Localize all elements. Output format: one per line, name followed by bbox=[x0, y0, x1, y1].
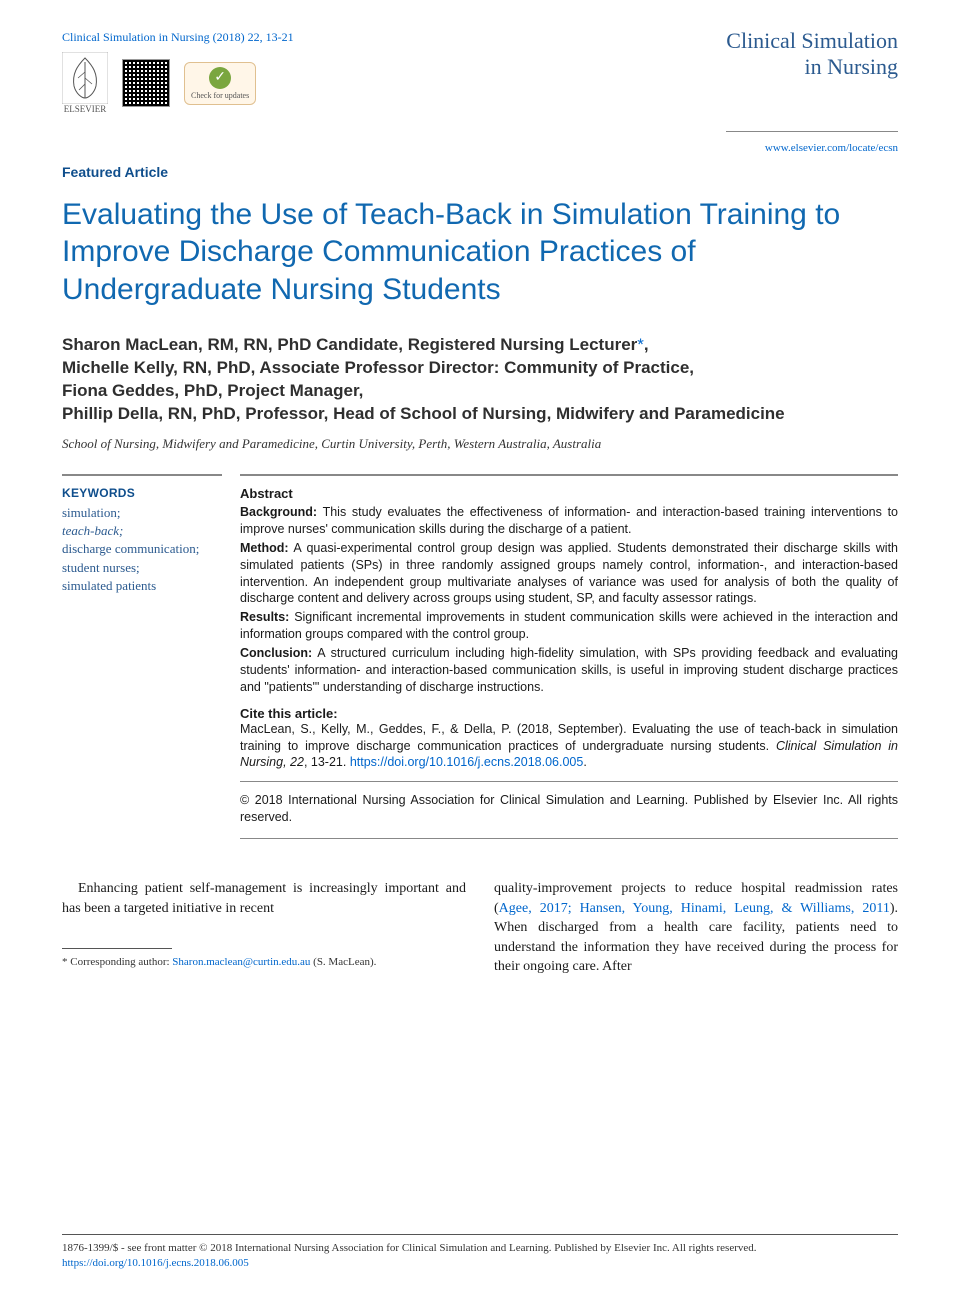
abstract-conclusion: Conclusion: A structured curriculum incl… bbox=[240, 645, 898, 696]
checkmark-icon: ✓ bbox=[209, 67, 231, 89]
keywords-column: KEYWORDS simulation; teach-back; dischar… bbox=[62, 474, 222, 839]
background-label: Background: bbox=[240, 505, 317, 519]
journal-name-line2: in Nursing bbox=[805, 54, 899, 79]
background-text: This study evaluates the effectiveness o… bbox=[240, 505, 898, 536]
corresponding-star[interactable]: * bbox=[637, 335, 644, 354]
author-4: Phillip Della, RN, PhD, Professor, Head … bbox=[62, 404, 785, 423]
reference-link[interactable]: Agee, 2017; Hansen, Young, Hinami, Leung… bbox=[499, 901, 890, 916]
abstract-wrap: KEYWORDS simulation; teach-back; dischar… bbox=[62, 474, 898, 839]
copyright-text: © 2018 International Nursing Association… bbox=[240, 792, 898, 826]
cite-heading: Cite this article: bbox=[240, 706, 898, 721]
cite-body: MacLean, S., Kelly, M., Geddes, F., & De… bbox=[240, 721, 898, 772]
keyword-text: discharge communication; bbox=[62, 540, 199, 558]
journal-name: Clinical Simulation in Nursing bbox=[726, 28, 898, 81]
body-para-1: Enhancing patient self-management is inc… bbox=[62, 879, 466, 918]
keyword-item: discharge communication; bbox=[62, 540, 222, 558]
keyword-item: simulated patients bbox=[62, 577, 222, 595]
qr-code-icon[interactable] bbox=[122, 59, 170, 107]
corresponding-email-link[interactable]: Sharon.maclean@curtin.edu.au bbox=[172, 956, 310, 968]
keyword-item: student nurses; bbox=[62, 559, 222, 577]
conclusion-label: Conclusion: bbox=[240, 646, 312, 660]
journal-name-line1: Clinical Simulation bbox=[726, 28, 898, 53]
keyword-item: simulation; bbox=[62, 504, 222, 522]
affiliation: School of Nursing, Midwifery and Paramed… bbox=[62, 436, 898, 452]
elsevier-logo[interactable]: ELSEVIER bbox=[62, 52, 108, 114]
tree-icon bbox=[62, 52, 108, 104]
conclusion-text: A structured curriculum including high-f… bbox=[240, 646, 898, 694]
header-left: Clinical Simulation in Nursing (2018) 22… bbox=[62, 28, 294, 132]
cite-pages: , 13-21. bbox=[304, 755, 350, 769]
citation-link[interactable]: Clinical Simulation in Nursing (2018) 22… bbox=[62, 30, 294, 44]
logo-row: ELSEVIER ✓ Check for updates bbox=[62, 52, 294, 114]
footer-copyright: 1876-1399/$ - see front matter © 2018 In… bbox=[62, 1241, 898, 1255]
footnote-pre: Corresponding author: bbox=[68, 956, 173, 968]
journal-box: Clinical Simulation in Nursing www.elsev… bbox=[726, 28, 898, 154]
keywords-heading: KEYWORDS bbox=[62, 486, 222, 500]
abstract-inner-divider bbox=[240, 781, 898, 782]
corresponding-footnote: * Corresponding author: Sharon.maclean@c… bbox=[62, 955, 466, 970]
author-2: Michelle Kelly, RN, PhD, Associate Profe… bbox=[62, 358, 694, 377]
method-label: Method: bbox=[240, 541, 289, 555]
featured-label: Featured Article bbox=[62, 164, 898, 180]
header-row: Clinical Simulation in Nursing (2018) 22… bbox=[62, 28, 898, 154]
abstract-column: Abstract Background: This study evaluate… bbox=[240, 474, 898, 839]
article-title: Evaluating the Use of Teach-Back in Simu… bbox=[62, 196, 898, 309]
body-col-left: Enhancing patient self-management is inc… bbox=[62, 879, 466, 977]
authors-block: Sharon MacLean, RM, RN, PhD Candidate, R… bbox=[62, 334, 898, 426]
body-columns: Enhancing patient self-management is inc… bbox=[62, 879, 898, 977]
results-text: Significant incremental improvements in … bbox=[240, 610, 898, 641]
body-para-2: quality-improvement projects to reduce h… bbox=[494, 879, 898, 977]
abstract-heading: Abstract bbox=[240, 486, 898, 501]
author-3: Fiona Geddes, PhD, Project Manager, bbox=[62, 381, 363, 400]
abstract-background: Background: This study evaluates the eff… bbox=[240, 504, 898, 538]
body-col-right: quality-improvement projects to reduce h… bbox=[494, 879, 898, 977]
method-text: A quasi-experimental control group desig… bbox=[240, 541, 898, 606]
footnote-separator bbox=[62, 948, 172, 949]
check-updates-label: Check for updates bbox=[191, 91, 249, 100]
keyword-item: teach-back; bbox=[62, 522, 222, 540]
footer-bar: 1876-1399/$ - see front matter © 2018 In… bbox=[62, 1234, 898, 1270]
check-updates-button[interactable]: ✓ Check for updates bbox=[184, 62, 256, 105]
cite-doi-link[interactable]: https://doi.org/10.1016/j.ecns.2018.06.0… bbox=[350, 755, 584, 769]
abstract-method: Method: A quasi-experimental control gro… bbox=[240, 540, 898, 608]
footnote-post: (S. MacLean). bbox=[310, 956, 376, 968]
footer-doi-link[interactable]: https://doi.org/10.1016/j.ecns.2018.06.0… bbox=[62, 1257, 249, 1269]
journal-url-link[interactable]: www.elsevier.com/locate/ecsn bbox=[726, 142, 898, 154]
abstract-results: Results: Significant incremental improve… bbox=[240, 609, 898, 643]
results-label: Results: bbox=[240, 610, 289, 624]
journal-divider bbox=[726, 131, 898, 132]
elsevier-label: ELSEVIER bbox=[64, 104, 107, 114]
author-1: Sharon MacLean, RM, RN, PhD Candidate, R… bbox=[62, 335, 637, 354]
